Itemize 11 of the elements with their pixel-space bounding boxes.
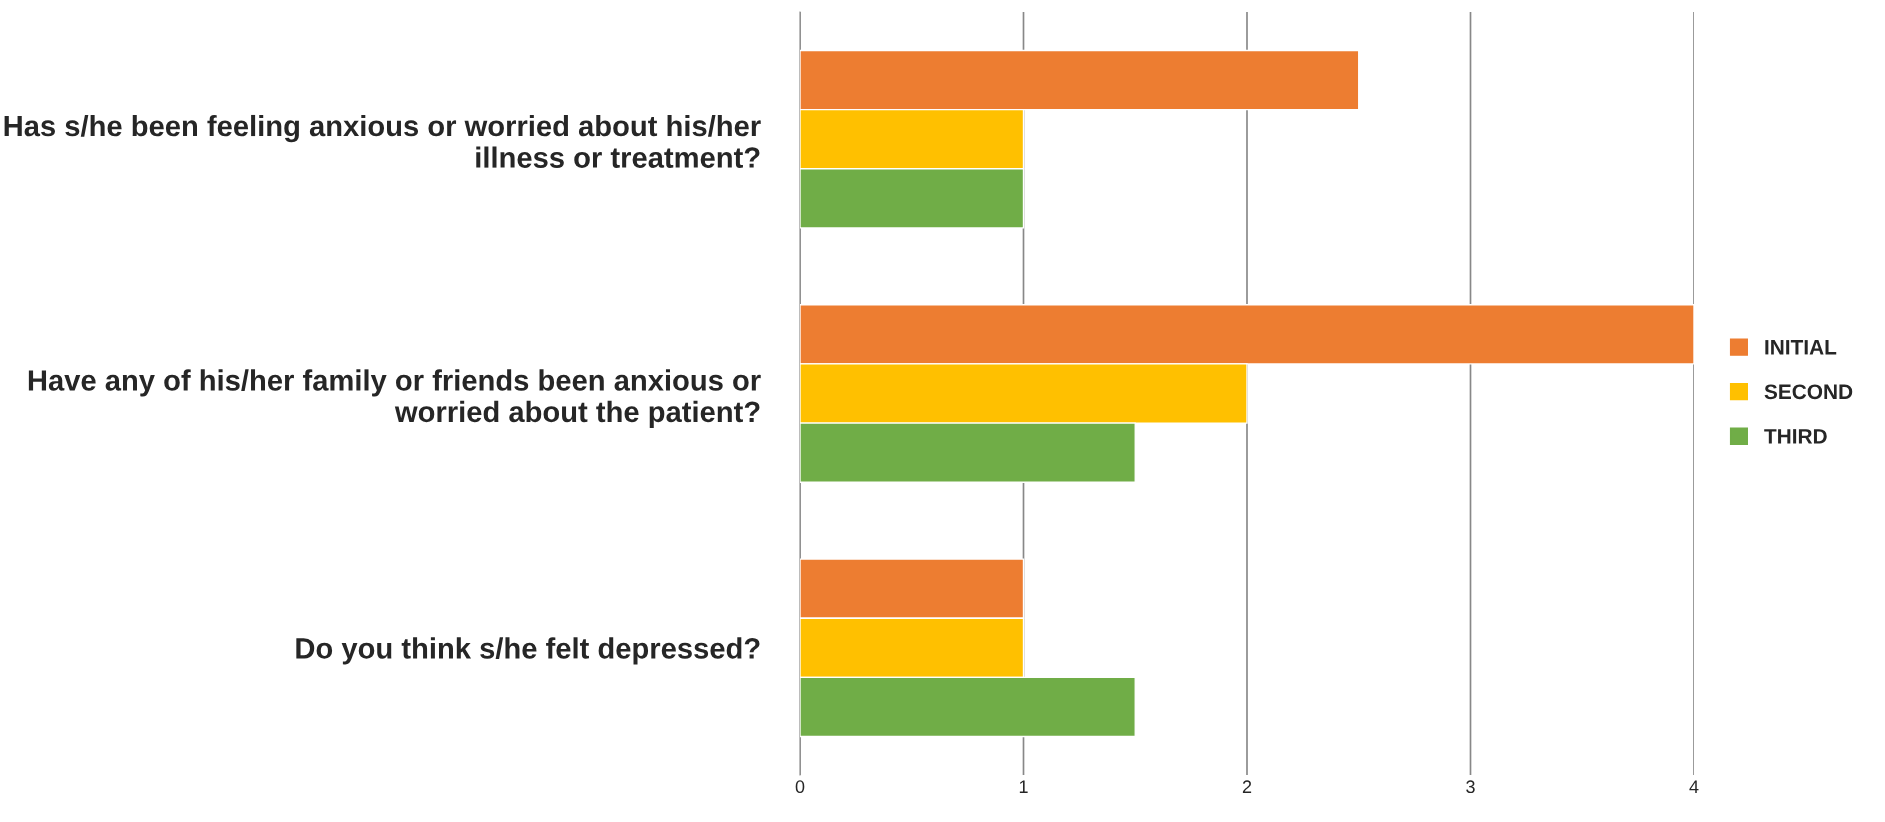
legend-label: SECOND xyxy=(1764,384,1853,400)
legend-label: THIRD xyxy=(1764,429,1827,444)
x-tick-label: 0 xyxy=(795,780,805,794)
x-tick-label: 4 xyxy=(1689,780,1699,793)
x-tick-label: 1 xyxy=(1019,780,1028,793)
y-tick-label: Has s/he been feeling anxious or worried about his/her illness or treatment? xyxy=(4,114,761,168)
x-tick-label: 3 xyxy=(1466,780,1475,794)
x-tick-label: 2 xyxy=(1242,780,1252,793)
y-tick-label: Have any of his/her family or friends been anxious or worried about the patient? xyxy=(28,369,761,428)
legend-label: INITIAL xyxy=(1765,340,1837,355)
y-tick-label: Do you think s/he felt depressed? xyxy=(296,637,760,665)
